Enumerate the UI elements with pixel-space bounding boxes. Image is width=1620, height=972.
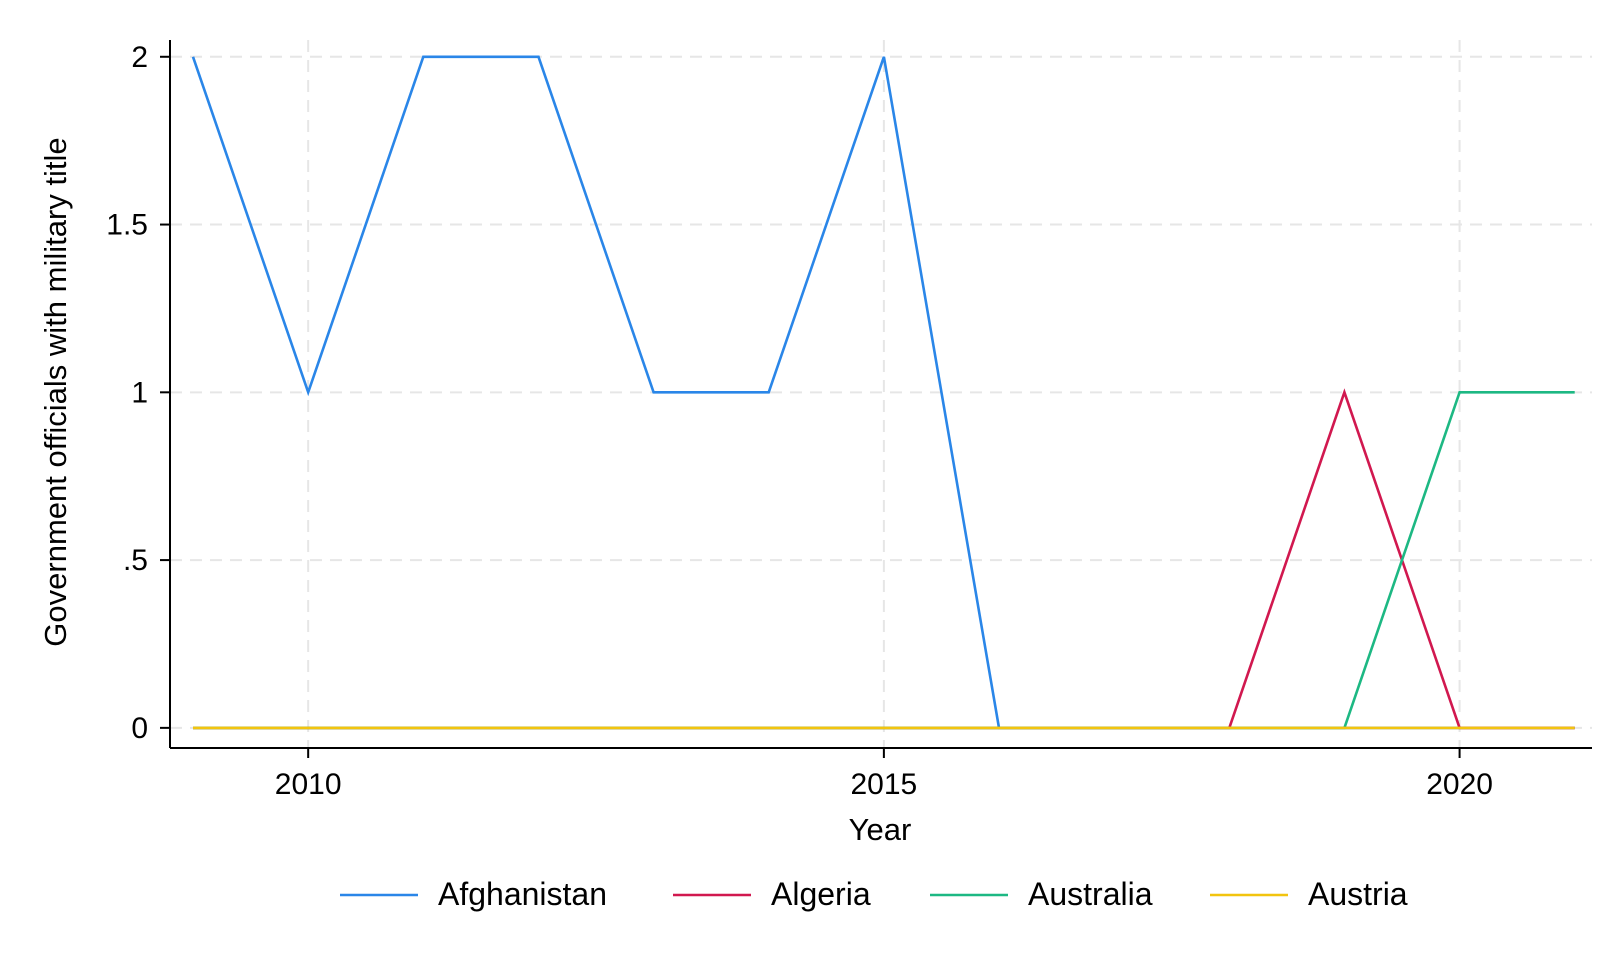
y-tick-label: 0 (131, 712, 148, 745)
y-tick-label: .5 (123, 544, 148, 577)
y-tick-label: 1 (131, 376, 148, 409)
legend-item-australia: Australia (930, 876, 1153, 912)
legend-label: Algeria (771, 876, 871, 912)
legend-label: Austria (1308, 876, 1408, 912)
axes: 0 .5 1 1.5 2 2010 2015 2020 (106, 40, 1592, 801)
x-tick-label: 2010 (275, 768, 342, 801)
legend-item-afghanistan: Afghanistan (340, 876, 607, 912)
y-tick-label: 2 (131, 41, 148, 74)
x-tick-label: 2015 (851, 768, 918, 801)
legend: Afghanistan Algeria Australia Austria (340, 876, 1408, 912)
y-tick-label: 1.5 (106, 209, 148, 242)
x-axis-title: Year (849, 812, 912, 847)
gridlines (170, 40, 1592, 748)
legend-label: Australia (1028, 876, 1153, 912)
y-axis-title: Government officials with military title (38, 137, 73, 646)
series-lines (191, 55, 1575, 730)
x-tick-label: 2020 (1426, 768, 1493, 801)
legend-item-algeria: Algeria (673, 876, 871, 912)
legend-item-austria: Austria (1210, 876, 1408, 912)
legend-label: Afghanistan (438, 876, 607, 912)
